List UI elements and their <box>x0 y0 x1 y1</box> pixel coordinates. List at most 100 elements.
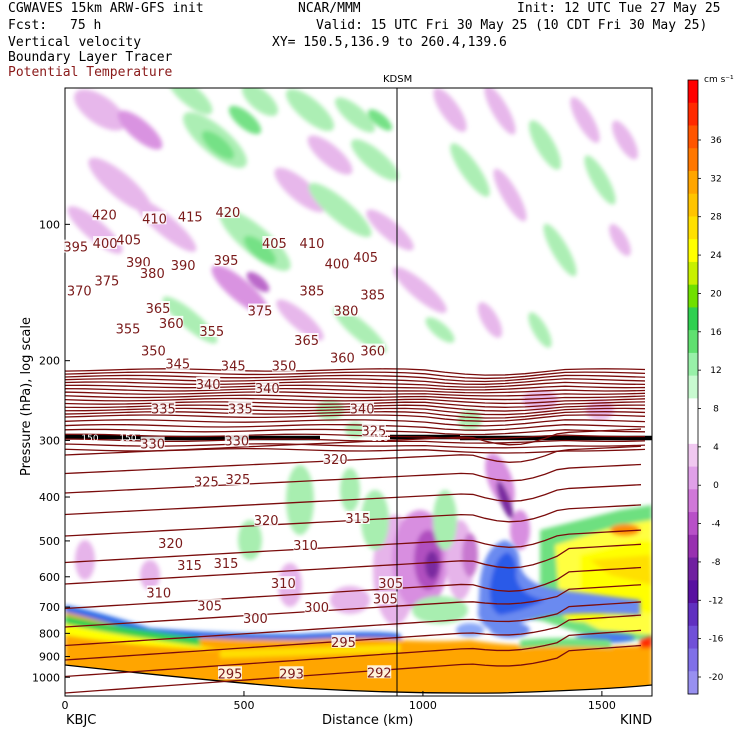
colorbar-label: 20 <box>710 289 722 299</box>
theta-label-bg <box>178 209 203 223</box>
colorbar-swatch <box>688 261 698 286</box>
y-tick-label: 100 <box>39 218 60 231</box>
theta-label-bg <box>367 665 392 679</box>
theta-label: 360 <box>330 352 355 367</box>
colorbar-swatch <box>688 170 698 195</box>
colorbar-swatch <box>688 580 698 604</box>
theta-contour <box>65 463 642 494</box>
colorbar-swatch <box>688 330 698 354</box>
right-endpoint-label: KIND <box>620 713 653 728</box>
theta-label-bg <box>215 205 240 219</box>
theta-label-bg <box>378 576 403 590</box>
theta-contour <box>65 374 646 383</box>
theta-label: 415 <box>178 210 203 225</box>
theta-label: 410 <box>300 237 325 252</box>
theta-label-bg <box>345 510 370 524</box>
theta-label: 295 <box>218 667 243 682</box>
theta-label: 405 <box>116 233 141 248</box>
theta-label: 330 <box>224 434 249 449</box>
colorbar: 36 32 28 24 20 16 12 8 4 0 -4 -8 -12 -16 -20 <box>687 79 724 695</box>
theta-label-bg <box>141 343 166 357</box>
theta-contour <box>65 644 642 694</box>
colorbar-label: 36 <box>710 136 722 146</box>
x-tick-label: 1500 <box>588 699 616 712</box>
theta-contour <box>65 428 646 436</box>
valid-time: Valid: 15 UTC Fri 30 May 25 (10 CDT Fri … <box>316 18 708 33</box>
theta-label-bg <box>373 591 398 605</box>
theta-label: 320 <box>158 537 183 552</box>
theta-label-bg <box>323 452 348 466</box>
theta-label: 340 <box>350 402 375 417</box>
vertical-velocity-shading <box>65 88 652 696</box>
theta-label-bg <box>224 433 249 447</box>
theta-contour <box>65 371 646 380</box>
theta-label-bg <box>146 585 171 599</box>
theta-label-bg <box>254 513 279 527</box>
theta-label: 310 <box>146 587 171 602</box>
theta-label: 325 <box>361 424 386 439</box>
theta-contour <box>65 601 642 647</box>
theta-label: 390 <box>171 259 196 274</box>
cross-section-endpoints: XY= 150.5,136.9 to 260.4,139.6 <box>272 35 507 50</box>
colorbar-swatch <box>688 352 698 377</box>
colorbar-swatch <box>688 239 698 263</box>
colorbar-swatch <box>688 125 698 149</box>
y-tick-label: 400 <box>39 491 60 504</box>
theta-label-bg <box>255 381 280 395</box>
theta-contour <box>65 584 642 628</box>
station-label: KDSM <box>383 74 413 85</box>
theta-label-bg <box>299 283 324 297</box>
model-title: CGWAVES 15km ARW-GFS init <box>8 1 204 16</box>
theta-label-bg <box>299 236 324 250</box>
colorbar-swatch <box>688 625 698 650</box>
colorbar-label: 12 <box>710 366 721 376</box>
theta-label: 380 <box>334 305 359 320</box>
theta-label-bg <box>140 265 165 279</box>
colorbar-swatch <box>688 466 698 490</box>
colorbar-label: -12 <box>709 596 724 606</box>
theta-label-bg <box>279 666 304 680</box>
tracer-label: 150 <box>371 434 388 444</box>
init-time: Init: 12 UTC Tue 27 May 25 <box>517 1 721 16</box>
theta-label-bg <box>225 472 250 486</box>
theta-label-bg <box>214 556 239 570</box>
x-tick-label: 500 <box>233 699 254 712</box>
tracer-label: 150 <box>81 434 98 444</box>
colorbar-swatch <box>688 284 698 308</box>
theta-label-bg <box>126 254 151 268</box>
theta-label-bg <box>228 401 253 415</box>
theta-label: 345 <box>165 358 190 373</box>
theta-label: 355 <box>199 325 224 340</box>
theta-label-bg <box>361 423 386 437</box>
theta-contour <box>65 397 646 405</box>
tracer-label: 150 <box>119 434 136 444</box>
theta-label-bg <box>94 273 119 287</box>
theta-contour <box>65 428 642 456</box>
theta-label: 310 <box>271 577 296 592</box>
colorbar-swatch <box>688 307 698 331</box>
forecast-label: Fcst: <box>8 18 48 33</box>
theta-label-bg <box>116 232 141 246</box>
theta-label-bg <box>360 343 385 357</box>
theta-label: 310 <box>293 539 318 554</box>
theta-contour <box>65 368 646 376</box>
colorbar-label: -4 <box>712 520 721 530</box>
theta-contour <box>65 384 646 391</box>
y-axis-ticks: 100 200 300 400 500 600 700 800 900 1000 <box>32 218 70 684</box>
theta-label-bg <box>271 576 296 590</box>
theta-contour <box>65 566 642 610</box>
theta-label: 405 <box>262 237 287 252</box>
colorbar-label: 16 <box>710 328 722 338</box>
theta-label-bg <box>171 258 196 272</box>
colorbar-label: 28 <box>710 213 722 223</box>
theta-label-bg <box>158 535 183 549</box>
theta-label: 340 <box>255 382 280 397</box>
y-tick-label: 200 <box>39 355 60 368</box>
theta-label: 320 <box>254 514 279 529</box>
colorbar-swatch <box>688 648 698 672</box>
y-tick-label: 900 <box>39 651 60 664</box>
forecast-hour: 75 h <box>70 18 102 33</box>
theta-label-bg <box>330 350 355 364</box>
theta-label: 395 <box>63 241 88 256</box>
